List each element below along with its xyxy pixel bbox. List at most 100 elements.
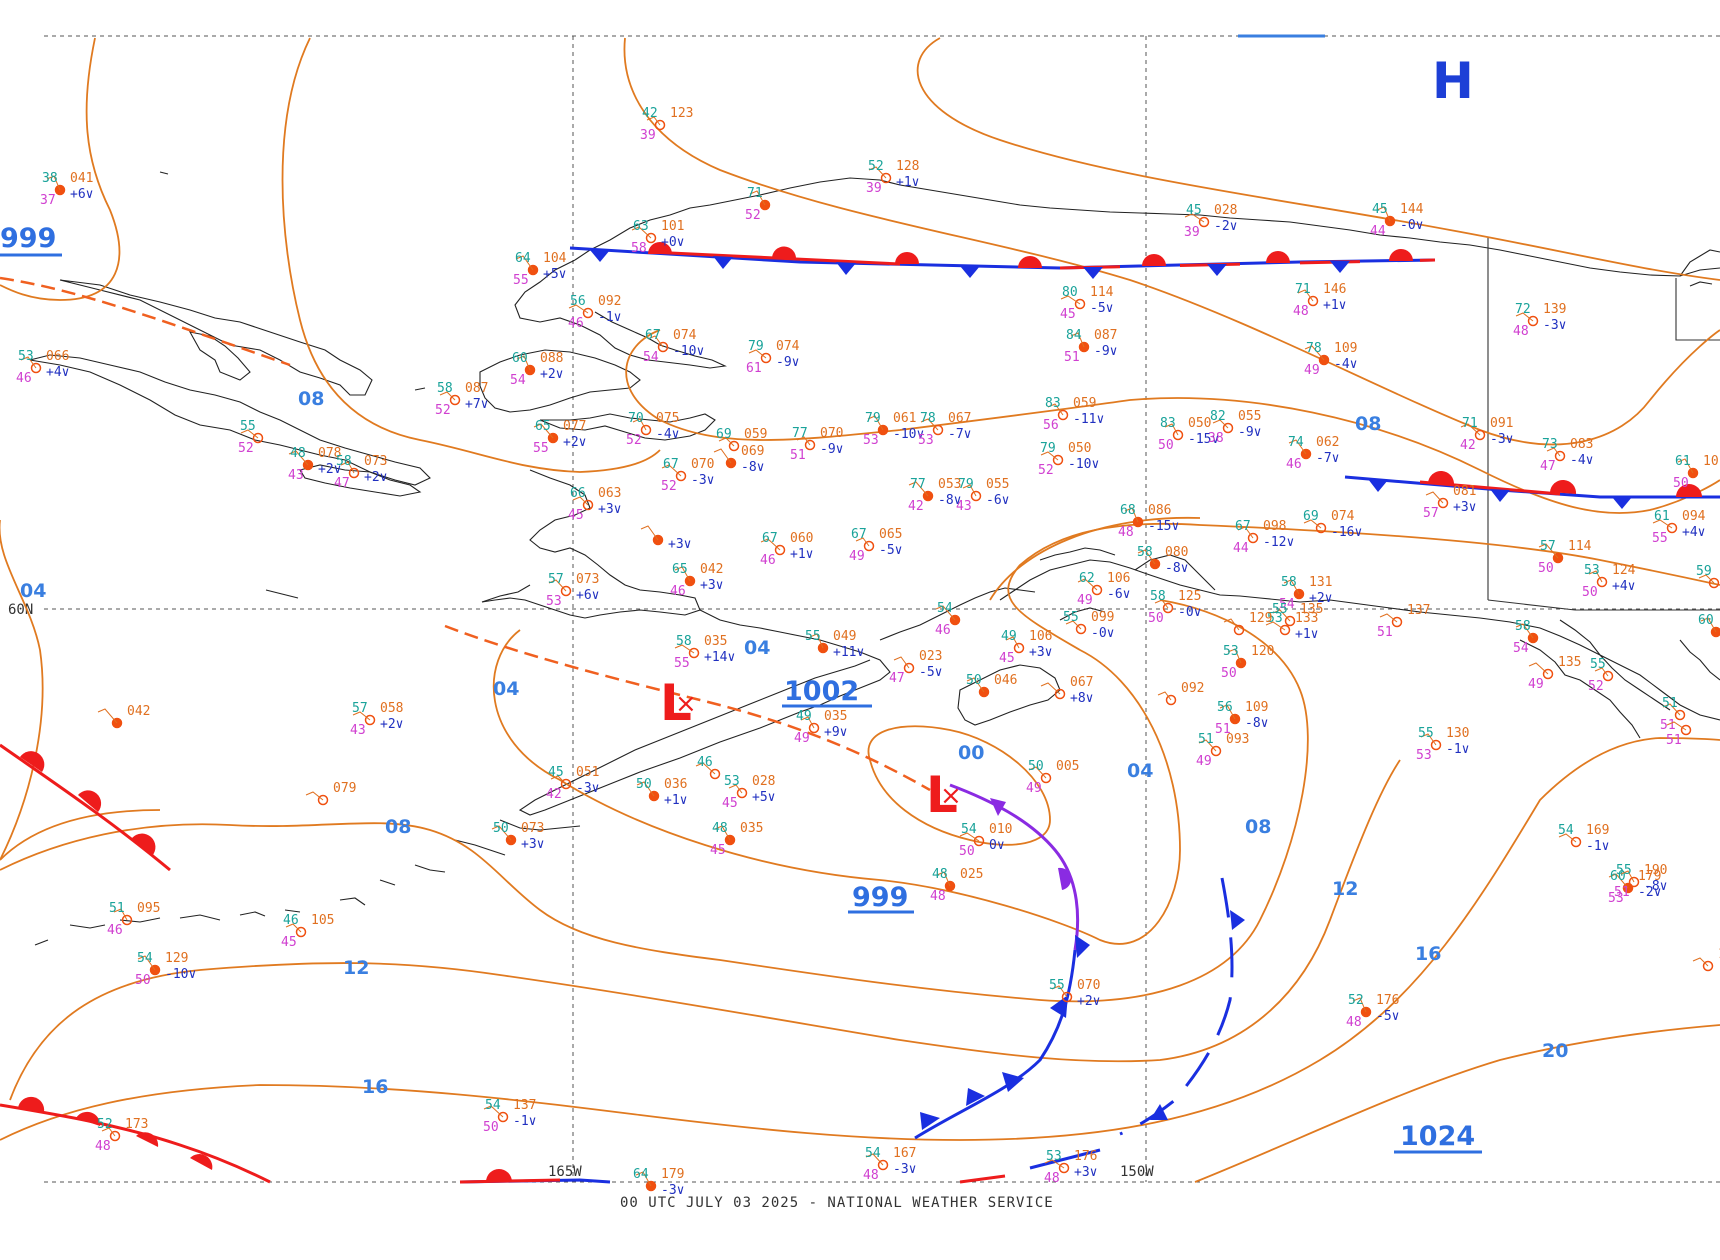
station-circle bbox=[1052, 454, 1064, 466]
station-temperature: 65 bbox=[535, 419, 551, 434]
station-pressure: 167 bbox=[893, 1146, 916, 1161]
wind-barb bbox=[760, 538, 781, 551]
station-pressure: 133 bbox=[1295, 611, 1318, 626]
station-plot: 56 109 51 -8∨ bbox=[1215, 700, 1268, 737]
station-pressure: 092 bbox=[1181, 681, 1204, 696]
station-temperature: 49 bbox=[796, 709, 812, 724]
station-dewpoint: 50 bbox=[483, 1120, 499, 1135]
wind-barb bbox=[1692, 957, 1709, 967]
station-plot: 57 073 53 +6∨ bbox=[546, 572, 599, 609]
wind-barb bbox=[1594, 667, 1609, 677]
station-plot: 53 133+1∨ bbox=[1265, 611, 1318, 642]
station-circle bbox=[317, 794, 329, 806]
station-temperature: 57 bbox=[1540, 539, 1556, 554]
station-pressure: 179 bbox=[1638, 869, 1661, 884]
station-plot: 52 173 48 bbox=[95, 1117, 148, 1154]
station-pressure: 099 bbox=[1091, 610, 1114, 625]
station-pressure: 114 bbox=[1568, 539, 1592, 554]
station-temperature: 79 bbox=[748, 339, 764, 354]
wind-barb bbox=[1164, 423, 1179, 436]
station-temperature: 55 bbox=[240, 419, 256, 434]
isobar-08-nw bbox=[0, 520, 44, 861]
station-temperature: 60 bbox=[1698, 613, 1714, 628]
station-temperature: 72 bbox=[1515, 302, 1531, 317]
station-pressure: 124 bbox=[1612, 563, 1636, 578]
wind-barb bbox=[908, 481, 929, 497]
station-plot: 60 bbox=[1698, 613, 1720, 638]
station-temperature: 46 bbox=[697, 755, 713, 770]
station-dewpoint: 43 bbox=[956, 499, 972, 514]
wind-barb bbox=[1005, 636, 1020, 649]
isobar-00-low bbox=[867, 725, 1051, 846]
station-pressure: 091 bbox=[1490, 416, 1513, 431]
station-dewpoint: 52 bbox=[745, 208, 761, 223]
station-circle bbox=[449, 394, 461, 406]
station-dewpoint: 45 bbox=[1060, 307, 1076, 322]
wind-barb bbox=[640, 525, 659, 541]
station-pressure: 189 bbox=[1718, 947, 1720, 962]
station-pressure: 070 bbox=[691, 457, 714, 472]
station-plot: 71 146 48 +1∨ bbox=[1293, 282, 1346, 319]
station-pressure: 137 bbox=[513, 1098, 536, 1113]
station-circle bbox=[728, 440, 740, 452]
station-pressure: 176 bbox=[1376, 993, 1399, 1008]
station-pressure: 042 bbox=[700, 562, 723, 577]
station-plot: 48 078 43 +2∨ bbox=[288, 446, 341, 483]
station-plot: 74 062 46 -7∨ bbox=[1286, 435, 1339, 472]
station-pressure-tendency: +3∨ bbox=[1074, 1165, 1097, 1180]
wind-barb bbox=[855, 537, 870, 547]
station-circle bbox=[1057, 409, 1069, 421]
station-pressure: 083 bbox=[1570, 437, 1593, 452]
station-pressure: 095 bbox=[137, 901, 160, 916]
wind-barb bbox=[240, 429, 259, 439]
station-circle bbox=[1210, 745, 1222, 757]
station-plot: 82 055 38 -9∨ bbox=[1208, 409, 1261, 446]
station-plot: 54 169-1∨ bbox=[1558, 823, 1609, 854]
wind-barb bbox=[1137, 549, 1156, 565]
wind-barb bbox=[483, 1105, 504, 1118]
wind-barb bbox=[646, 116, 661, 126]
station-pressure: 060 bbox=[790, 531, 813, 546]
station-dewpoint: 43 bbox=[288, 468, 304, 483]
low-letter: L bbox=[926, 766, 958, 824]
station-circle bbox=[654, 119, 666, 131]
station-pressure: 055 bbox=[986, 477, 1009, 492]
station-circle bbox=[121, 914, 133, 926]
station-pressure: 080 bbox=[1165, 545, 1188, 560]
station-temperature: 50 bbox=[1028, 759, 1044, 774]
station-pressure-tendency: -3∨ bbox=[1718, 963, 1720, 978]
wind-barb bbox=[97, 708, 118, 724]
station-dewpoint: 53 bbox=[1416, 748, 1432, 763]
station-circle bbox=[760, 352, 772, 364]
station-temperature: 52 bbox=[1348, 993, 1364, 1008]
wind-barb bbox=[714, 825, 731, 841]
station-pressure: 101 bbox=[1703, 454, 1720, 469]
station-dewpoint: 55 bbox=[533, 441, 549, 456]
station-dewpoint: 50 bbox=[1148, 611, 1164, 626]
wind-barb bbox=[636, 781, 655, 797]
station-plot: 80 114 45 -5∨ bbox=[1060, 285, 1114, 322]
station-dewpoint: 48 bbox=[863, 1168, 879, 1183]
station-pressure: 114 bbox=[1090, 285, 1114, 300]
low-letter: L bbox=[660, 674, 692, 732]
station-plot: 58 080-8∨ bbox=[1137, 545, 1188, 576]
station-temperature: 53 bbox=[1267, 611, 1283, 626]
station-temperature: 45 bbox=[1186, 203, 1202, 218]
station-temperature: 60 bbox=[512, 351, 528, 366]
station-dewpoint: 50 bbox=[1538, 561, 1554, 576]
station-pressure: 062 bbox=[1316, 435, 1339, 450]
station-circle bbox=[1284, 615, 1296, 627]
station-pressure-tendency: -8∨ bbox=[1165, 561, 1188, 576]
station-temperature: 79 bbox=[1040, 441, 1056, 456]
station-circle bbox=[1233, 624, 1245, 636]
station-pressure: 129 bbox=[165, 951, 188, 966]
station-temperature: 55 bbox=[1590, 657, 1606, 672]
station-pressure: 035 bbox=[824, 709, 847, 724]
station-temperature: 82 bbox=[1210, 409, 1226, 424]
station-temperature: 83 bbox=[1160, 416, 1176, 431]
station-dewpoint: 46 bbox=[935, 623, 951, 638]
station-temperature: 57 bbox=[548, 572, 564, 587]
station-pressure-tendency: -3∨ bbox=[691, 473, 714, 488]
station-plot: 55 130 53 -1∨ bbox=[1416, 726, 1469, 763]
